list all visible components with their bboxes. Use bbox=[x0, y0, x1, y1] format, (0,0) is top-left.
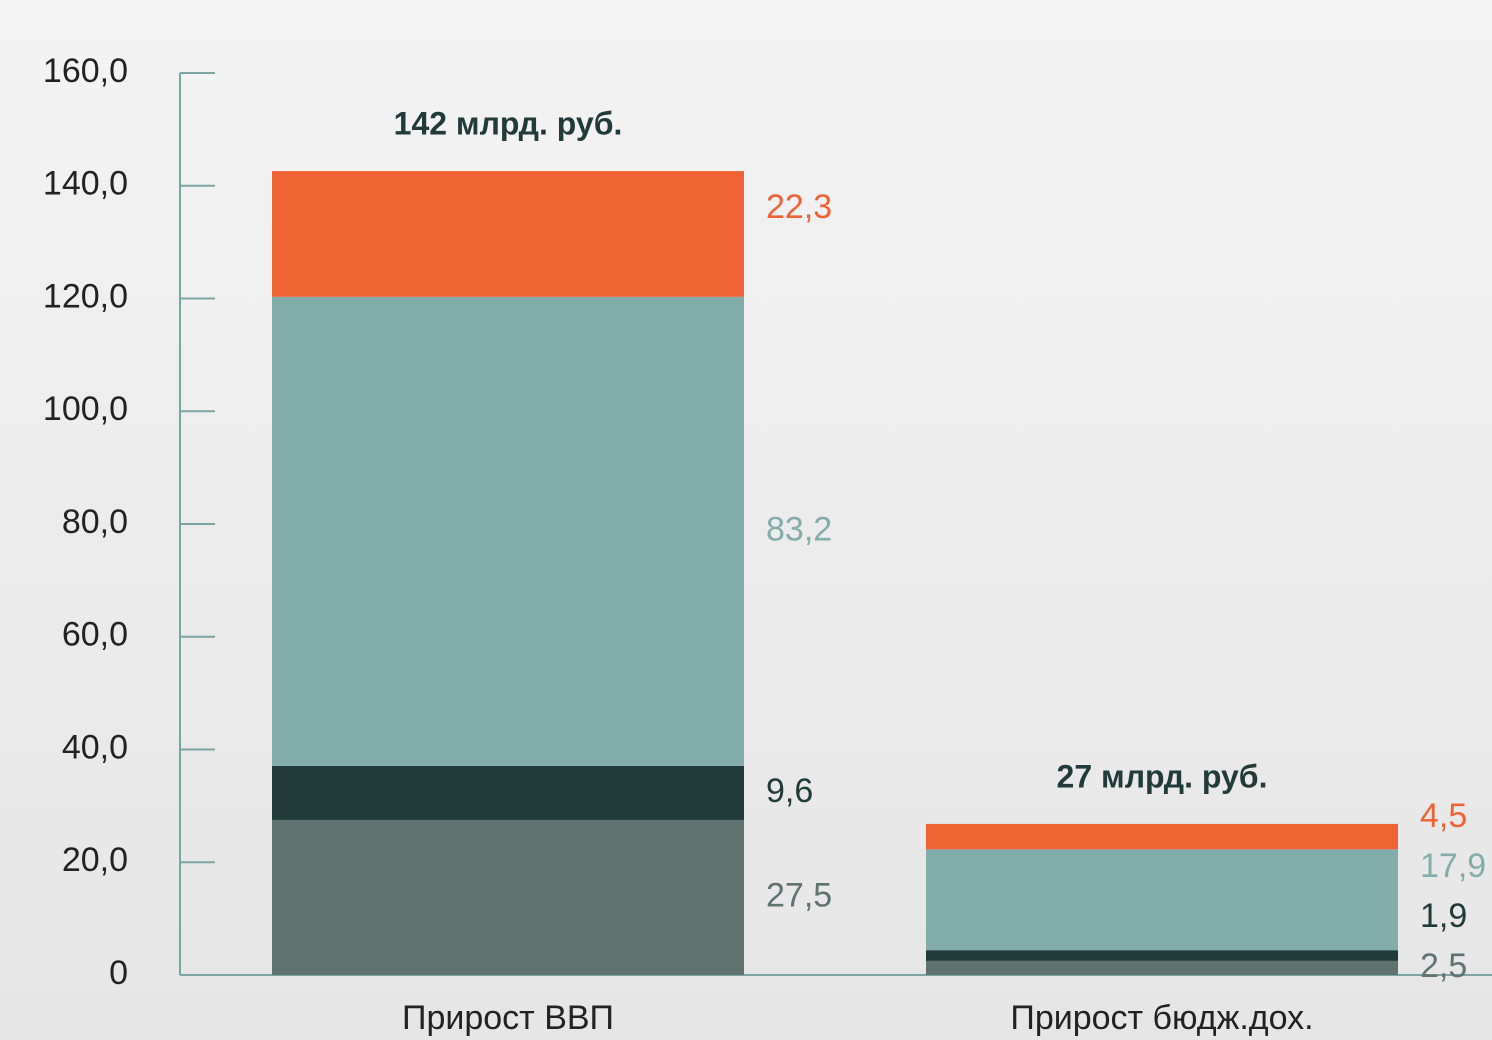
y-tick-label: 40,0 bbox=[62, 728, 128, 766]
bar-segment bbox=[926, 961, 1398, 975]
value-label: 1,9 bbox=[1420, 897, 1467, 935]
bar-segment bbox=[272, 820, 744, 975]
value-label: 83,2 bbox=[766, 510, 832, 548]
y-tick-label: 120,0 bbox=[43, 277, 128, 315]
x-tick-label: Прирост ВВП bbox=[402, 999, 614, 1037]
value-label: 2,5 bbox=[1420, 947, 1467, 985]
y-tick-label: 80,0 bbox=[62, 503, 128, 541]
bar-segment bbox=[926, 849, 1398, 950]
value-label: 4,5 bbox=[1420, 797, 1467, 835]
chart: 0 20,0 40,0 60,0 80,0 100,0 120,0 140,0 160,0 При… bbox=[0, 0, 1492, 1040]
y-tick-label: 100,0 bbox=[43, 390, 128, 428]
value-label: 9,6 bbox=[766, 772, 813, 810]
value-label: 27,5 bbox=[766, 876, 832, 914]
total-label: 142 млрд. руб. bbox=[394, 106, 623, 142]
y-tick-label: 60,0 bbox=[62, 616, 128, 654]
y-tick-label: 160,0 bbox=[43, 52, 128, 90]
y-tick-label: 0 bbox=[109, 954, 128, 992]
total-label: 27 млрд. руб. bbox=[1057, 758, 1268, 794]
bar-segment bbox=[926, 824, 1398, 849]
y-tick-label: 140,0 bbox=[43, 165, 128, 203]
bar-segment bbox=[926, 950, 1398, 961]
value-label: 22,3 bbox=[766, 188, 832, 226]
bar-segment bbox=[272, 766, 744, 820]
x-tick-label: Прирост бюдж.дох. bbox=[1010, 999, 1313, 1037]
bar-segment bbox=[272, 297, 744, 766]
value-label: 17,9 bbox=[1420, 847, 1486, 885]
bar-segment bbox=[272, 171, 744, 297]
y-tick-label: 20,0 bbox=[62, 841, 128, 879]
